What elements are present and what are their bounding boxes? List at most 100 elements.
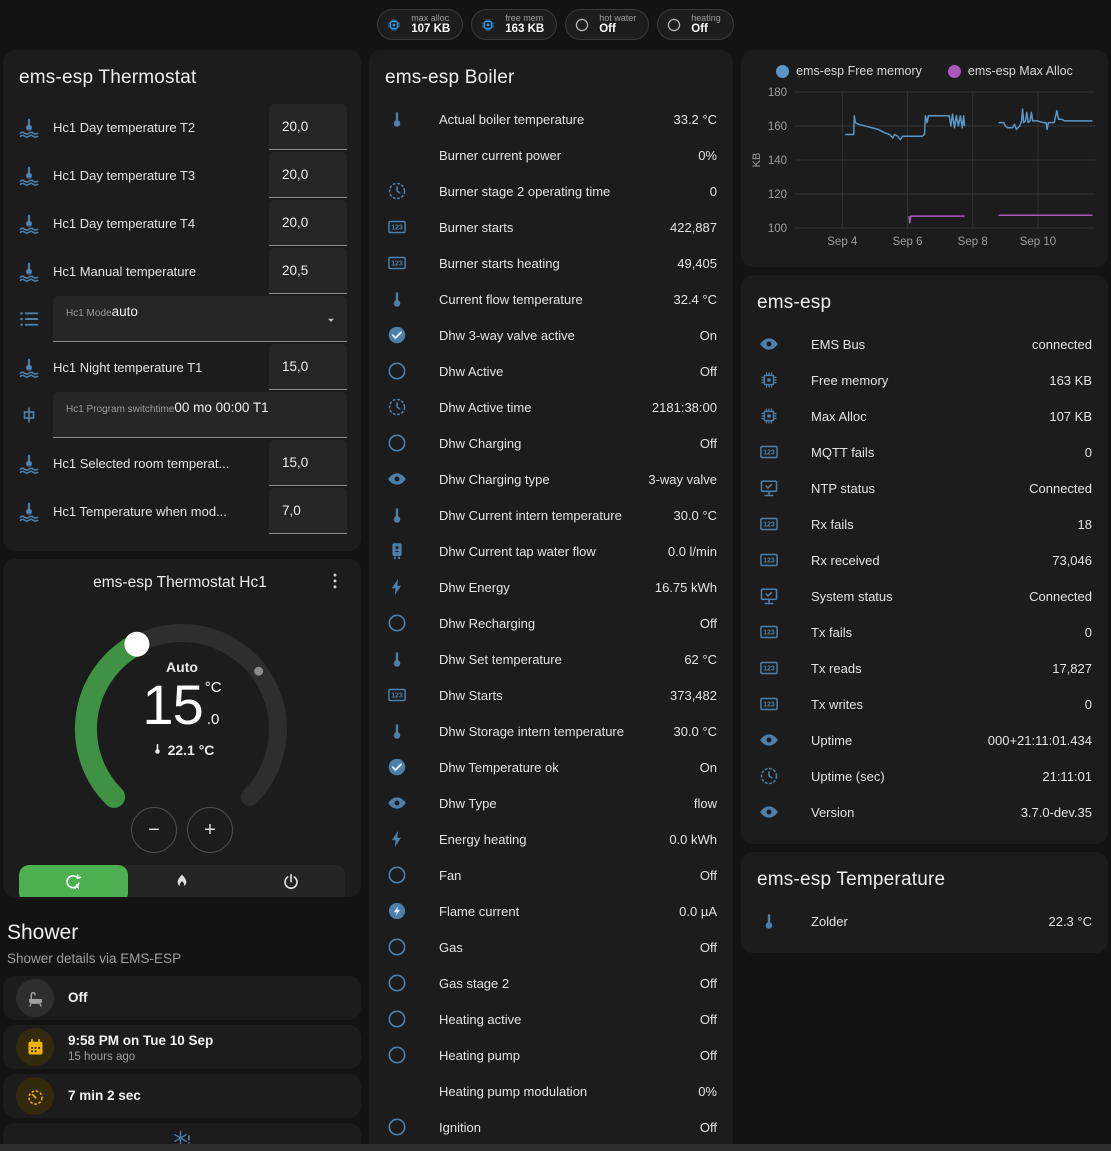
status-badge[interactable]: hot water Off (565, 9, 650, 40)
eye-icon (385, 791, 409, 815)
bathtub-icon (16, 979, 54, 1017)
menu-button[interactable] (317, 565, 353, 601)
hvac-mode-thermostat-auto-button[interactable]: A (19, 865, 128, 897)
dial-gauge[interactable] (12, 601, 352, 853)
entity-row[interactable]: Free memory 163 KB (757, 362, 1092, 398)
entity-row[interactable]: Dhw Current intern temperature 30.0 °C (385, 497, 717, 533)
entity-value: On (699, 759, 717, 775)
entity-row[interactable]: Heating active Off (385, 1001, 717, 1037)
entity-row[interactable]: Dhw Charging Off (385, 425, 717, 461)
entity-row[interactable]: EMS Bus connected (757, 326, 1092, 362)
thermostat-row: Hc1 Manual temperature 20,5 (17, 247, 347, 295)
entity-label: Dhw Charging type (439, 471, 550, 487)
entity-label: Dhw 3-way valve active (439, 327, 575, 343)
circle-icon (385, 863, 409, 887)
entity-row[interactable]: Dhw Storage intern temperature 30.0 °C (385, 713, 717, 749)
number-input[interactable]: 20,5 (269, 248, 347, 294)
legend-item[interactable]: ems-esp Max Alloc (947, 64, 1073, 78)
dial-card-title: ems-esp Thermostat Hc1 (93, 574, 267, 591)
dial-active-arc (74, 633, 148, 808)
hvac-mode-fire-button[interactable] (128, 865, 237, 897)
decrease-temp-button[interactable]: − (131, 807, 177, 853)
entity-row[interactable]: Dhw Active Off (385, 353, 717, 389)
column-left: ems-esp Thermostat Hc1 Day temperature T… (3, 50, 361, 1151)
entity-row[interactable]: 123 MQTT fails 0 (757, 434, 1092, 470)
entity-row[interactable]: Heating pump modulation 0% (385, 1073, 717, 1109)
entity-row[interactable]: Dhw Recharging Off (385, 605, 717, 641)
legend-item[interactable]: ems-esp Free memory (776, 64, 922, 78)
entity-row[interactable]: Version 3.7.0-dev.35 (757, 794, 1092, 830)
entity-row[interactable]: 123 Tx writes 0 (757, 686, 1092, 722)
shower-card[interactable]: Off (3, 976, 361, 1020)
entity-row[interactable]: Dhw Energy 16.75 kWh (385, 569, 717, 605)
clock-icon (385, 395, 409, 419)
entity-row[interactable]: Energy heating 0.0 kWh (385, 821, 717, 857)
entity-row[interactable]: Ignition Off (385, 1109, 717, 1145)
number-input[interactable]: 20,0 (269, 152, 347, 198)
number-input[interactable]: 20,0 (269, 200, 347, 246)
check-circle-icon (385, 755, 409, 779)
entity-value: Off (699, 1119, 717, 1135)
horizontal-scrollbar[interactable] (0, 1144, 1111, 1151)
status-badge[interactable]: heating Off (657, 9, 734, 40)
shower-card[interactable]: 9:58 PM on Tue 10 Sep 15 hours ago (3, 1025, 361, 1069)
increase-temp-button[interactable]: + (187, 807, 233, 853)
entity-row[interactable]: Heating pump Off (385, 1037, 717, 1073)
number-input[interactable]: 20,0 (269, 104, 347, 150)
entity-row[interactable]: Dhw Type flow (385, 785, 717, 821)
entity-row[interactable]: Current flow temperature 32.4 °C (385, 281, 717, 317)
entity-label: Dhw Active time (439, 399, 532, 415)
legend-label: ems-esp Free memory (796, 64, 922, 78)
entity-row[interactable]: Max Alloc 107 KB (757, 398, 1092, 434)
number-input[interactable]: 15,0 (269, 344, 347, 390)
entity-row[interactable]: Dhw 3-way valve active On (385, 317, 717, 353)
number-input[interactable]: 7,0 (269, 488, 347, 534)
badge-value: Off (599, 23, 616, 36)
thermostat-row: Hc1 Modeauto (17, 295, 347, 343)
shower-card[interactable]: 7 min 2 sec (3, 1074, 361, 1118)
mode-select[interactable]: Hc1 Modeauto (53, 296, 347, 342)
entity-row[interactable]: Dhw Charging type 3-way valve (385, 461, 717, 497)
entity-row[interactable]: System status Connected (757, 578, 1092, 614)
thermostat-entity-list: Hc1 Day temperature T2 20,0 Hc1 Day temper… (3, 101, 361, 551)
entity-row[interactable]: 123 Rx fails 18 (757, 506, 1092, 542)
entity-row[interactable]: 123 Burner starts heating 49,405 (385, 245, 717, 281)
entity-value: On (699, 327, 717, 343)
entity-row[interactable]: 123 Rx received 73,046 (757, 542, 1092, 578)
entity-row[interactable]: Gas stage 2 Off (385, 965, 717, 1001)
badge-value: 107 KB (411, 23, 451, 36)
hvac-modes-row: A (19, 865, 345, 897)
entity-value: 0.0 l/min (667, 543, 717, 559)
entity-value: Off (699, 363, 717, 379)
number-input[interactable]: 15,0 (269, 440, 347, 486)
entity-row[interactable]: NTP status Connected (757, 470, 1092, 506)
entity-row[interactable]: Gas Off (385, 929, 717, 965)
entity-row[interactable]: Uptime 000+21:11:01.434 (757, 722, 1092, 758)
entity-row[interactable]: Dhw Set temperature 62 °C (385, 641, 717, 677)
status-badge[interactable]: max alloc 107 KB (377, 9, 464, 40)
entity-row[interactable]: Dhw Temperature ok On (385, 749, 717, 785)
entity-row[interactable]: 123 Dhw Starts 373,482 (385, 677, 717, 713)
hvac-mode-power-button[interactable] (236, 865, 345, 897)
dial-knob[interactable] (124, 631, 150, 657)
entity-value: 73,046 (1052, 552, 1092, 568)
entity-row[interactable]: Fan Off (385, 857, 717, 893)
entity-label: Dhw Recharging (439, 615, 536, 631)
entity-row[interactable]: Zolder 22.3 °C (757, 903, 1092, 939)
entity-row[interactable]: Burner current power 0% (385, 137, 717, 173)
entity-row[interactable]: Dhw Active time 2181:38:00 (385, 389, 717, 425)
entity-row[interactable]: 123 Burner starts 422,887 (385, 209, 717, 245)
entity-row[interactable]: Flame current 0.0 µA (385, 893, 717, 929)
entity-row[interactable]: Uptime (sec) 21:11:01 (757, 758, 1092, 794)
boiler-card: ems-esp Boiler Actual boiler temperature… (369, 50, 733, 1151)
entity-row[interactable]: Dhw Current tap water flow 0.0 l/min (385, 533, 717, 569)
entity-row[interactable]: 123 Tx reads 17,827 (757, 650, 1092, 686)
entity-row[interactable]: Burner stage 2 operating time 0 (385, 173, 717, 209)
status-badge[interactable]: free mem 163 KB (471, 9, 558, 40)
entity-value: 107 KB (1049, 408, 1092, 424)
entity-row[interactable]: Actual boiler temperature 33.2 °C (385, 101, 717, 137)
entity-value: Off (699, 939, 717, 955)
entity-label: Actual boiler temperature (439, 111, 585, 127)
entity-row[interactable]: 123 Tx fails 0 (757, 614, 1092, 650)
text-input[interactable]: Hc1 Program switchtime00 mo 00:00 T1 (53, 392, 347, 438)
